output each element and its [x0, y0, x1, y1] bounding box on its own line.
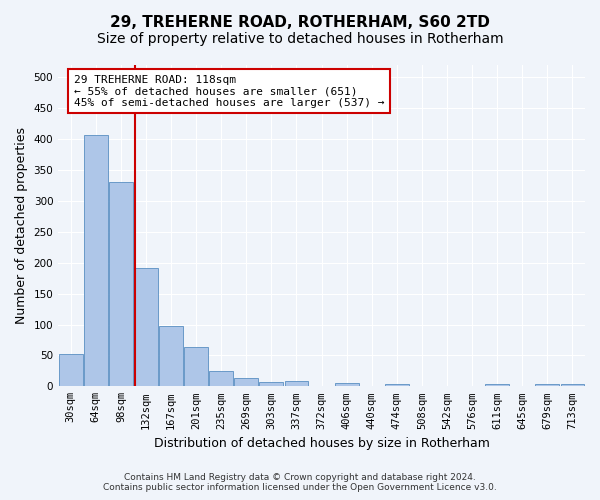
Bar [159, 326, 183, 386]
Bar [259, 382, 283, 386]
Text: 29 TREHERNE ROAD: 118sqm
← 55% of detached houses are smaller (651)
45% of semi-: 29 TREHERNE ROAD: 118sqm ← 55% of detach… [74, 74, 385, 108]
Bar [560, 384, 584, 386]
Bar [335, 383, 359, 386]
Bar [485, 384, 509, 386]
Bar [284, 380, 308, 386]
Text: 29, TREHERNE ROAD, ROTHERHAM, S60 2TD: 29, TREHERNE ROAD, ROTHERHAM, S60 2TD [110, 15, 490, 30]
Bar [109, 182, 133, 386]
Bar [209, 372, 233, 386]
Bar [235, 378, 258, 386]
Bar [535, 384, 559, 386]
Bar [134, 268, 158, 386]
Bar [385, 384, 409, 386]
Bar [84, 135, 108, 386]
Text: Size of property relative to detached houses in Rotherham: Size of property relative to detached ho… [97, 32, 503, 46]
Text: Contains HM Land Registry data © Crown copyright and database right 2024.
Contai: Contains HM Land Registry data © Crown c… [103, 473, 497, 492]
Bar [59, 354, 83, 386]
Bar [184, 348, 208, 387]
X-axis label: Distribution of detached houses by size in Rotherham: Distribution of detached houses by size … [154, 437, 490, 450]
Y-axis label: Number of detached properties: Number of detached properties [15, 127, 28, 324]
